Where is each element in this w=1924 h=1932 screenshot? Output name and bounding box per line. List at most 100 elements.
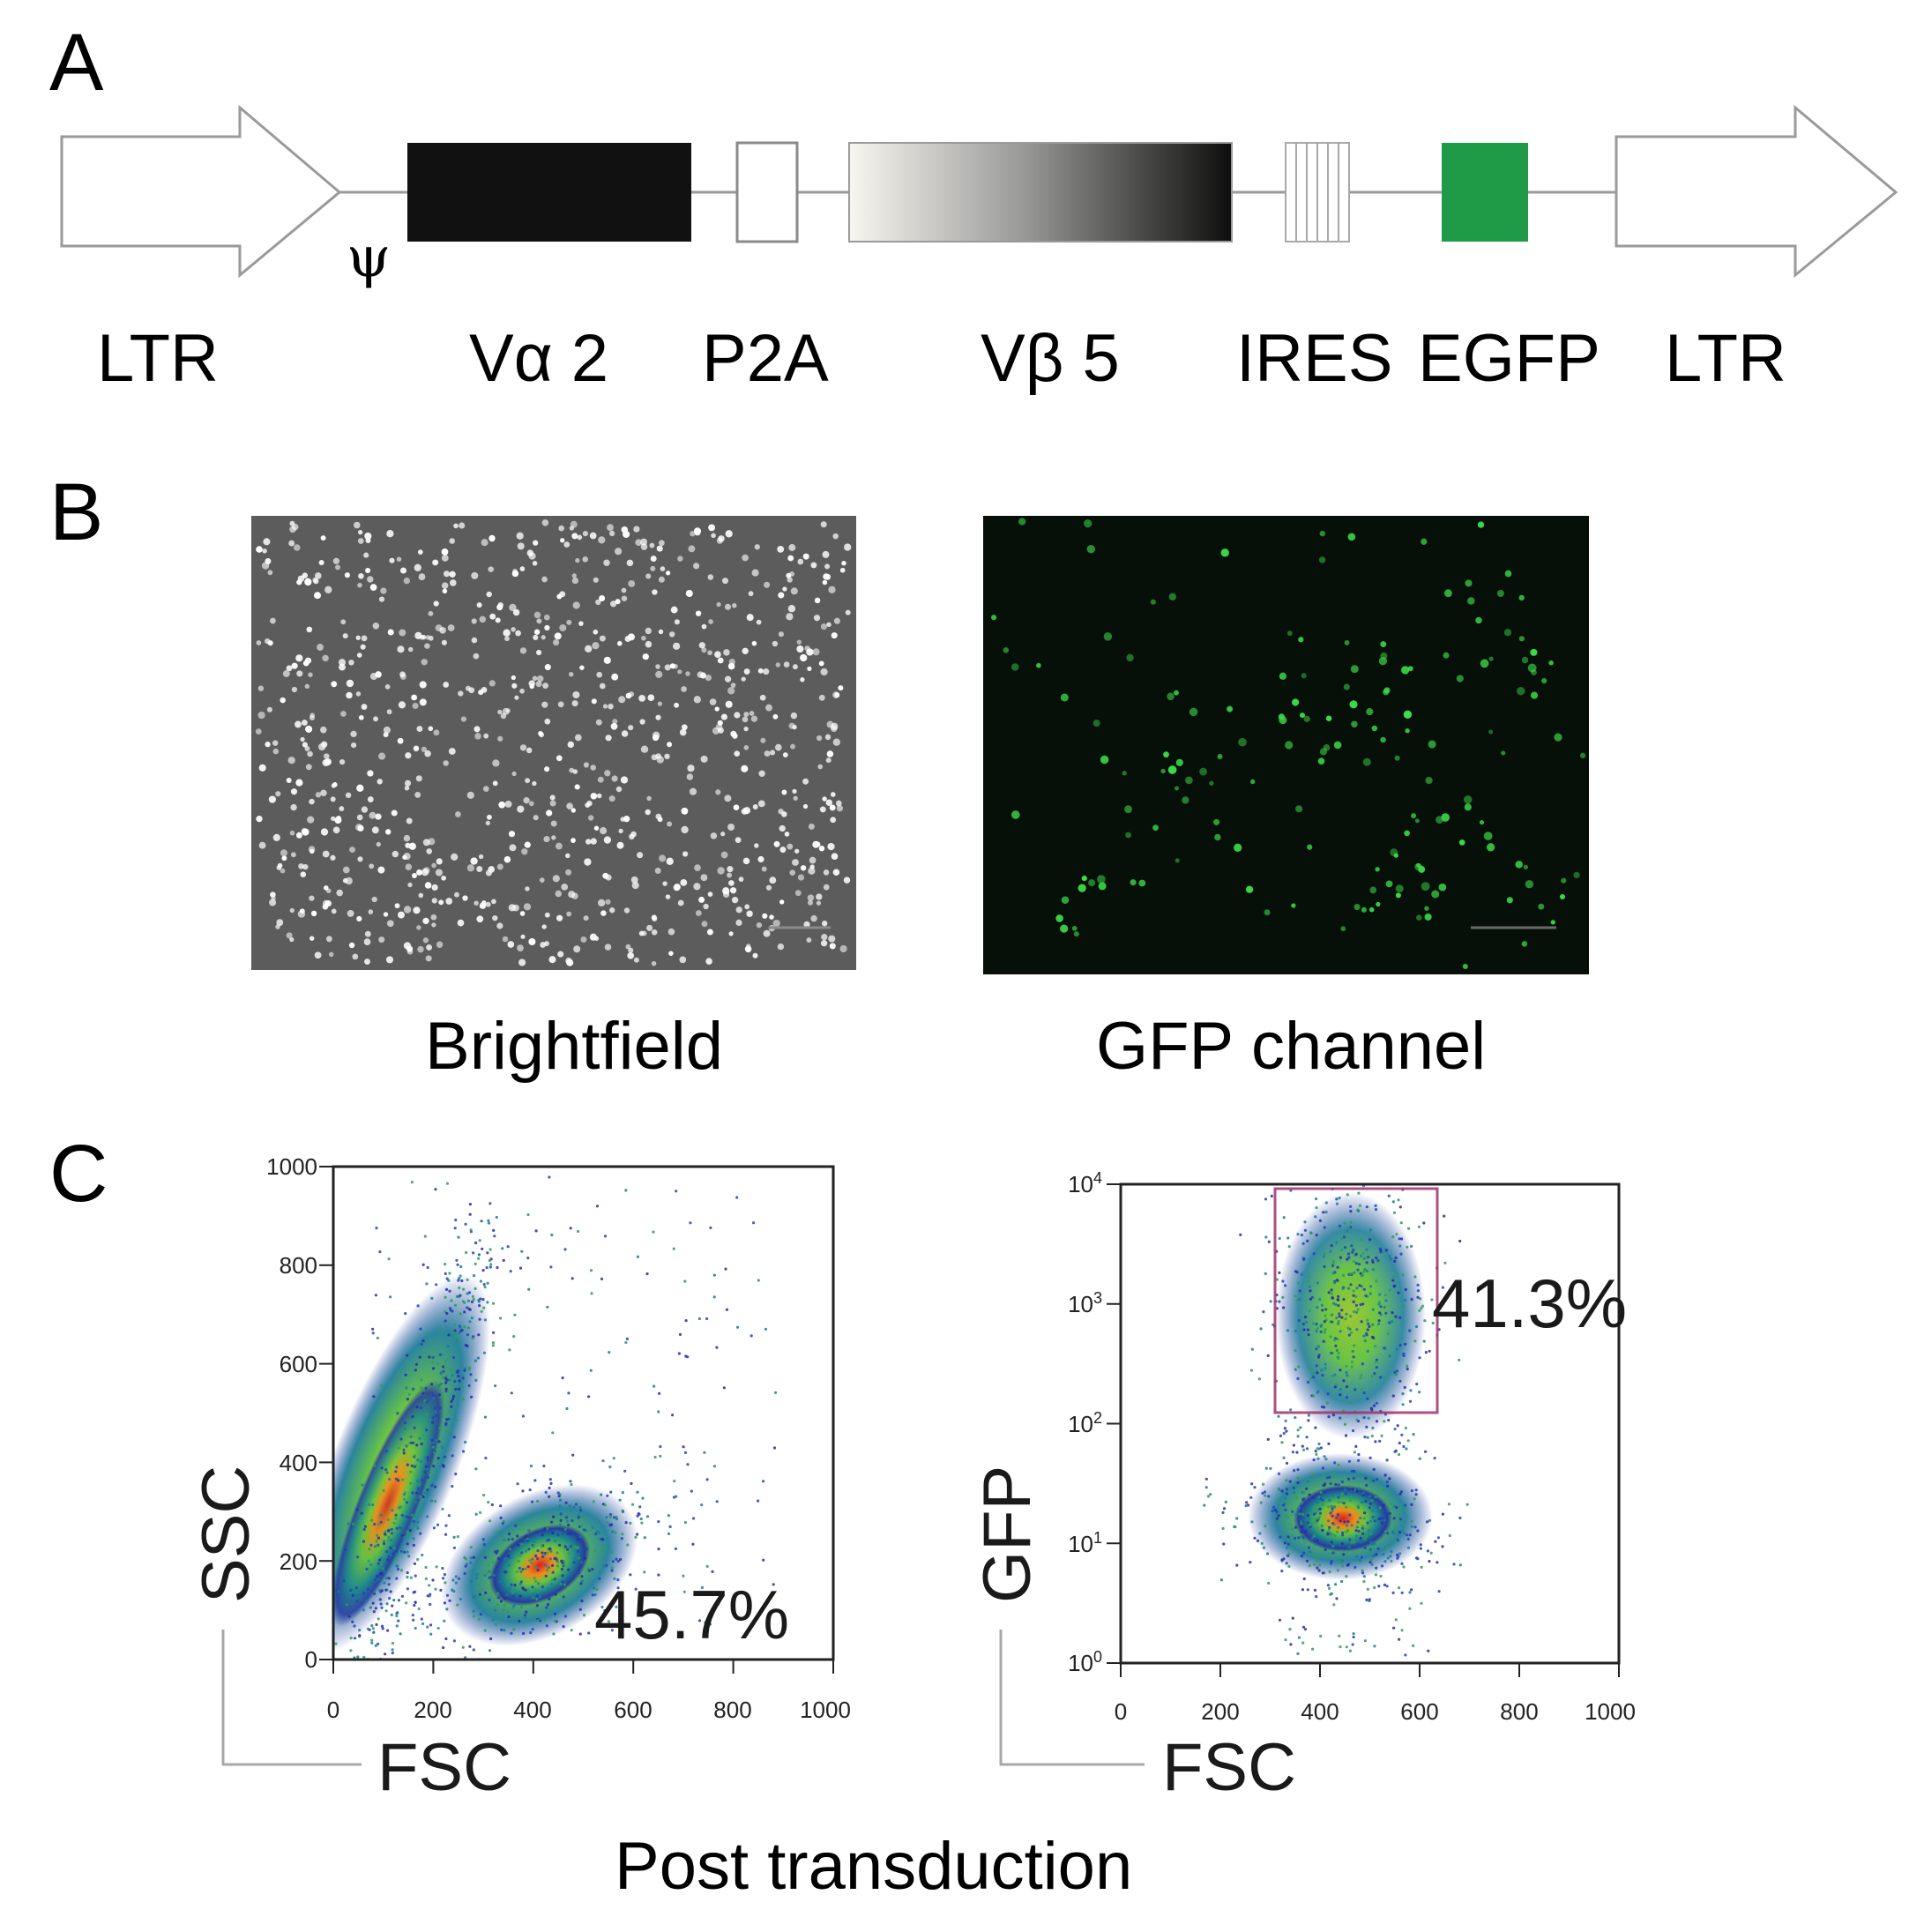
gfp-fsc-event [1319, 1497, 1323, 1501]
ssc-fsc-event [388, 1596, 392, 1600]
ssc-fsc-event [521, 1567, 525, 1571]
ssc-fsc-event [569, 1532, 573, 1536]
brightfield-cell [724, 794, 732, 802]
ssc-fsc-event [535, 1604, 540, 1608]
brightfield-cell [825, 757, 831, 764]
gfp-fsc-event [1286, 1535, 1290, 1539]
brightfield-cell [324, 899, 332, 907]
gfp-cell [1209, 780, 1214, 786]
gfp-fsc-event [1396, 1424, 1399, 1428]
gfp-fsc-event [1328, 1532, 1331, 1535]
gfp-fsc-event [1355, 1418, 1359, 1421]
brightfield-cell [812, 840, 820, 848]
brightfield-cell [320, 789, 327, 797]
gfp-fsc-event [1332, 1339, 1337, 1342]
brightfield-cell [505, 708, 511, 713]
brightfield-cell [357, 856, 363, 862]
ssc-fsc-event [585, 1547, 589, 1550]
ssc-fsc-event [488, 1258, 492, 1263]
brightfield-cell [667, 821, 673, 827]
brightfield-cell [560, 538, 565, 543]
gfp-fsc-event [1337, 1351, 1340, 1355]
ssc-fsc-event [575, 1546, 578, 1549]
brightfield-cell [645, 809, 651, 816]
ssc-fsc-event [395, 1577, 399, 1580]
gfp-fsc-event [1266, 1437, 1270, 1441]
ssc-fsc-event [404, 1373, 407, 1376]
gfp-fsc-event [1315, 1197, 1318, 1201]
brightfield-cell [824, 563, 831, 570]
gfp-fsc-event [1256, 1539, 1260, 1542]
ssc-fsc-event [340, 1682, 343, 1684]
brightfield-cell [807, 666, 812, 672]
ssc-fsc-event [457, 1374, 460, 1378]
gfp-fsc-event [1303, 1316, 1308, 1319]
brightfield-cell [823, 869, 830, 876]
gfp-fsc-event [1269, 1466, 1272, 1470]
gfp-fsc-event [1361, 1493, 1365, 1497]
gfp-fsc-event [1320, 1303, 1324, 1307]
gfp-fsc-event [1345, 1312, 1348, 1316]
gfp-fsc-event [1321, 1309, 1324, 1312]
ssc-fsc-event [605, 1516, 608, 1519]
brightfield-cell [599, 594, 606, 602]
gfp-fsc-event [1413, 1525, 1417, 1529]
ssc-fsc-event [412, 1618, 415, 1622]
brightfield-cell [823, 884, 830, 891]
gfp-fsc-event [1369, 1558, 1373, 1562]
ssc-fsc-event [413, 1603, 416, 1608]
ssc-fsc-event [491, 1302, 496, 1305]
gfp-fsc-event [1333, 1373, 1337, 1376]
ssc-fsc-event [383, 1533, 387, 1536]
ssc-fsc-event [423, 1235, 427, 1238]
gfp-fsc-events [1203, 1184, 1469, 1657]
gfp-cell [1561, 877, 1567, 884]
gfp-fsc-event [1324, 1548, 1327, 1552]
ssc-fsc-event [383, 1570, 386, 1573]
gfp-fsc-event [1280, 1570, 1284, 1573]
gfp-fsc-event [1331, 1296, 1334, 1300]
brightfield-cell [656, 756, 664, 764]
brightfield-cell [569, 526, 575, 531]
gfp-cell [1010, 810, 1020, 819]
ssc-fsc-event [410, 1441, 414, 1444]
ssc-fsc-event [478, 1589, 481, 1593]
brightfield-cell [358, 714, 364, 720]
ssc-fsc-event [396, 1568, 400, 1571]
brightfield-cell [826, 750, 834, 757]
gfp-fsc-event [1278, 1271, 1281, 1274]
brightfield-cell [746, 910, 753, 917]
gfp-fsc-event [1294, 1536, 1297, 1540]
gfp-fsc-event [1419, 1543, 1422, 1547]
gfp-fsc-event [1320, 1369, 1324, 1372]
brightfield-cell [673, 663, 678, 669]
ssc-fsc-event [378, 1598, 382, 1601]
ssc-fsc-event [458, 1332, 461, 1335]
ssc-fsc-event [621, 1533, 624, 1536]
ssc-fsc-event [374, 1607, 377, 1610]
ssc-fsc-event [358, 1634, 362, 1637]
brightfield-cell [682, 851, 689, 857]
ssc-fsc-event [484, 1456, 488, 1460]
ssc-fsc-event [570, 1629, 573, 1632]
ssc-fsc-event [468, 1212, 472, 1216]
ssc-fsc-event [578, 1632, 582, 1636]
gfp-fsc-event [1387, 1419, 1391, 1422]
brightfield-cell [728, 931, 734, 936]
ssc-fsc-event [482, 1351, 487, 1354]
brightfield-cell [608, 703, 614, 710]
gfp-fsc-event [1345, 1575, 1348, 1578]
ssc-fsc-event [461, 1300, 466, 1303]
gfp-fsc-event [1327, 1586, 1331, 1590]
gfp-cell [1307, 844, 1313, 850]
brightfield-cell [706, 929, 713, 936]
gfp-fsc-event [1308, 1309, 1311, 1313]
brightfield-cell [787, 605, 796, 613]
brightfield-cell [609, 907, 615, 914]
brightfield-cell [741, 765, 749, 772]
ssc-fsc-event [544, 1563, 548, 1567]
ssc-fsc-event [371, 1332, 375, 1335]
gfp-fsc-event [1406, 1546, 1410, 1549]
brightfield-cell [689, 787, 697, 795]
gfp-fsc-event [1429, 1551, 1433, 1555]
